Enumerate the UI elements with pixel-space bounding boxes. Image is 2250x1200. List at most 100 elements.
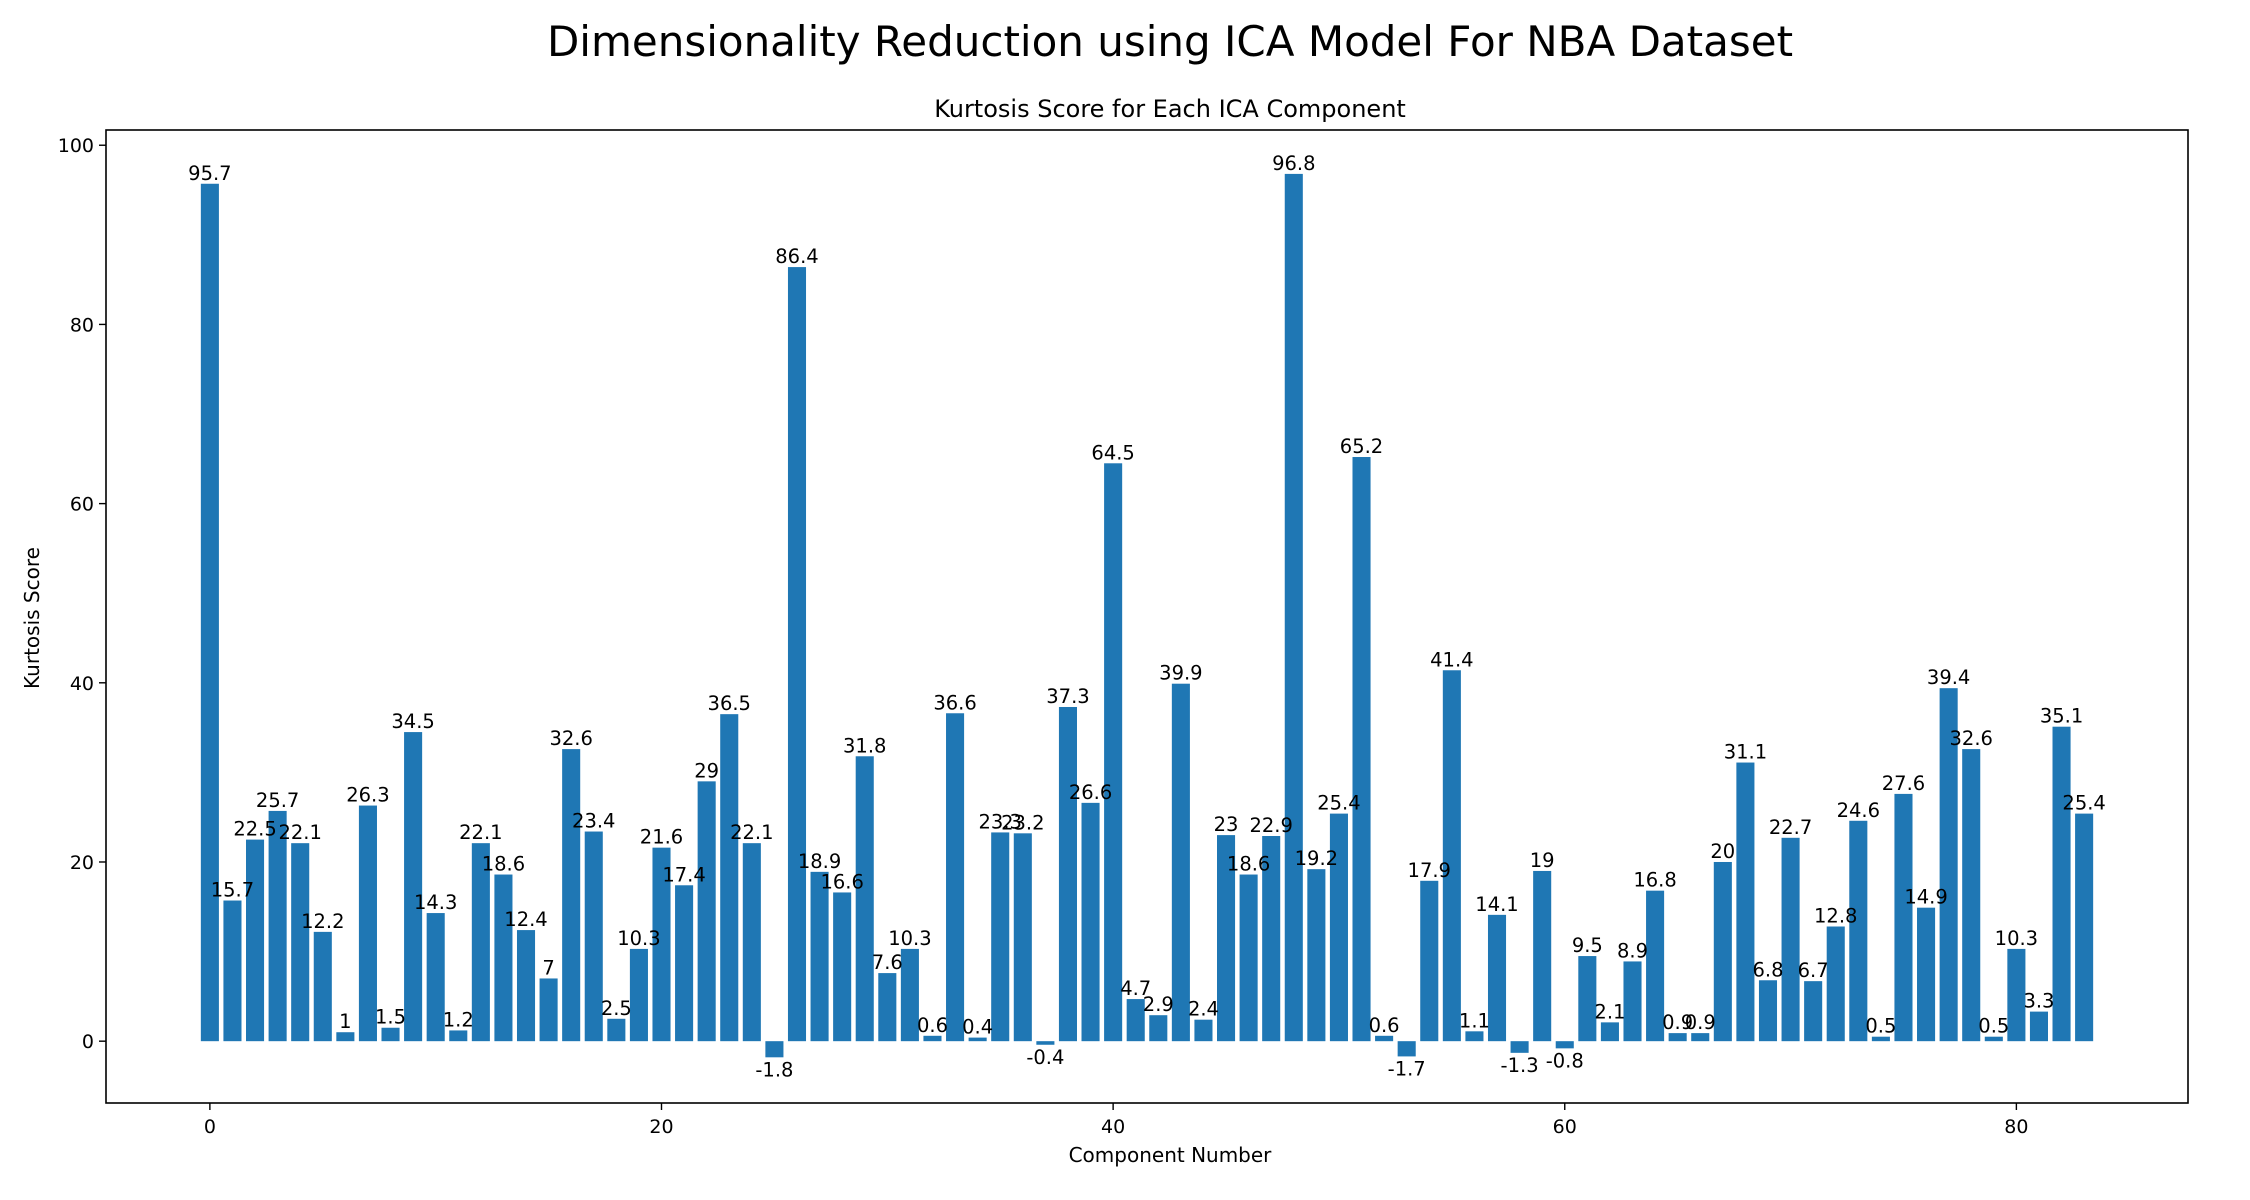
bar-label-55: 41.4 — [1430, 648, 1473, 671]
bar-41 — [1126, 999, 1145, 1042]
bar-33 — [946, 713, 965, 1042]
bar-49 — [1307, 869, 1326, 1042]
bar-67 — [1713, 861, 1732, 1042]
bar-label-61: 9.5 — [1572, 934, 1603, 957]
bar-label-79: 0.5 — [1978, 1015, 2009, 1038]
bar-label-64: 16.8 — [1633, 869, 1676, 892]
bar-7 — [358, 805, 377, 1042]
bar-40 — [1104, 463, 1123, 1042]
bar-label-70: 22.7 — [1769, 816, 1812, 839]
plot-frame — [105, 129, 2189, 1104]
bar-27 — [810, 871, 829, 1042]
bar-57 — [1487, 914, 1507, 1042]
bar-label-11: 1.2 — [443, 1008, 474, 1031]
bar-4 — [291, 843, 310, 1042]
bar-label-23: 36.5 — [708, 692, 751, 715]
bar-label-42: 2.9 — [1143, 993, 1174, 1016]
bar-51 — [1352, 457, 1371, 1042]
bar-79 — [1984, 1036, 2003, 1042]
bar-label-45: 23 — [1214, 813, 1239, 836]
bar-38 — [1058, 706, 1077, 1042]
bar-label-18: 2.5 — [601, 997, 632, 1020]
bar-65 — [1668, 1033, 1687, 1042]
bar-2 — [246, 839, 265, 1042]
bar-28 — [833, 892, 852, 1042]
bar-label-12: 22.1 — [459, 821, 502, 844]
bar-label-38: 37.3 — [1046, 685, 1089, 708]
bar-37 — [1036, 1041, 1055, 1045]
bar-label-0: 95.7 — [188, 162, 231, 185]
bar-5 — [313, 931, 332, 1042]
bar-label-3: 25.7 — [256, 789, 299, 812]
bar-label-26: 86.4 — [775, 245, 818, 268]
bar-26 — [787, 267, 807, 1042]
bar-label-22: 29 — [694, 759, 719, 782]
bar-label-13: 18.6 — [482, 853, 525, 876]
bar-labels-group: 95.7 15.7 22.5 25.7 22.1 12.2 1 26.3 1.5 34.5 14.3… — [188, 152, 2106, 1081]
bar-45 — [1217, 835, 1236, 1042]
bar-55 — [1442, 670, 1461, 1042]
bar-label-68: 31.1 — [1724, 741, 1767, 764]
y-tick-label-5: 100 — [58, 135, 94, 157]
figure-title: Dimensionality Reduction using ICA Model… — [547, 17, 1793, 66]
y-axis-ticks: 0 20 40 60 80 100 — [58, 135, 106, 1053]
bar-24 — [742, 843, 761, 1042]
bar-label-56: 1.1 — [1459, 1009, 1490, 1032]
bar-label-33: 36.6 — [933, 691, 976, 714]
y-tick-label-2: 40 — [70, 673, 94, 695]
bar-42 — [1149, 1015, 1168, 1042]
bar-label-29: 31.8 — [843, 734, 886, 757]
bar-label-1: 15.7 — [211, 879, 254, 902]
bar-label-72: 12.8 — [1814, 905, 1857, 928]
bar-label-6: 1 — [339, 1010, 351, 1033]
bar-69 — [1758, 980, 1778, 1042]
y-tick-label-0: 0 — [82, 1031, 94, 1053]
bar-25 — [765, 1041, 784, 1058]
bar-label-83: 25.4 — [2062, 792, 2105, 815]
bar-label-36: 23.2 — [1001, 811, 1044, 834]
bar-75 — [1894, 793, 1913, 1042]
x-tick-label-2: 40 — [1101, 1116, 1125, 1138]
bar-label-15: 7 — [542, 956, 554, 979]
bar-39 — [1081, 802, 1100, 1042]
bar-label-17: 23.4 — [572, 810, 615, 833]
bar-label-78: 32.6 — [1950, 727, 1993, 750]
bar-83 — [2075, 813, 2094, 1042]
bar-label-21: 17.4 — [662, 863, 705, 886]
bar-56 — [1465, 1031, 1484, 1042]
bar-label-51: 65.2 — [1340, 435, 1383, 458]
bar-50 — [1329, 813, 1348, 1042]
bar-label-71: 6.7 — [1798, 959, 1829, 982]
bar-73 — [1849, 820, 1868, 1042]
bar-12 — [471, 843, 490, 1042]
bar-0 — [200, 183, 219, 1042]
bar-29 — [855, 756, 874, 1042]
bar-label-54: 17.9 — [1408, 859, 1451, 882]
bar-44 — [1194, 1019, 1213, 1042]
x-tick-label-4: 80 — [2004, 1116, 2028, 1138]
bar-8 — [381, 1027, 400, 1042]
bar-label-4: 22.1 — [278, 821, 321, 844]
bar-78 — [1962, 749, 1981, 1042]
bar-68 — [1736, 762, 1755, 1042]
bar-label-43: 39.9 — [1159, 662, 1202, 685]
bar-label-30: 7.6 — [872, 951, 903, 974]
bar-82 — [2052, 726, 2071, 1042]
bar-label-37: -0.4 — [1026, 1046, 1064, 1069]
bar-label-77: 39.4 — [1927, 666, 1970, 689]
bar-13 — [494, 874, 513, 1042]
bar-label-75: 27.6 — [1882, 772, 1925, 795]
bar-label-73: 24.6 — [1837, 799, 1880, 822]
bar-label-10: 14.3 — [414, 891, 457, 914]
bar-label-7: 26.3 — [346, 784, 389, 807]
bar-label-19: 10.3 — [617, 927, 660, 950]
bar-label-28: 16.6 — [820, 870, 863, 893]
bar-54 — [1420, 880, 1439, 1042]
bar-59 — [1533, 870, 1552, 1042]
bar-14 — [516, 930, 536, 1042]
bar-label-47: 22.9 — [1249, 814, 1292, 837]
bar-label-25: -1.8 — [755, 1058, 793, 1081]
bar-label-44: 2.4 — [1188, 998, 1219, 1021]
y-axis-label: Kurtosis Score — [20, 547, 44, 689]
